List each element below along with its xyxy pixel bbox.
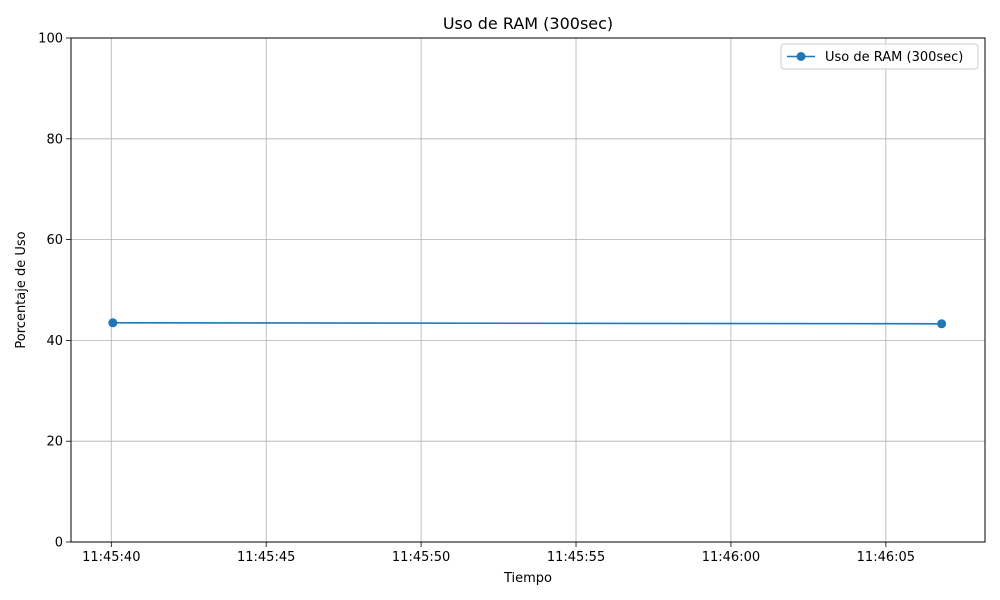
axes: 11:45:40 11:45:45 11:45:50 11:45:55 11:46:00…: [38, 32, 915, 566]
grid-lines: [71, 37, 985, 543]
y-tick-label: 20: [46, 435, 63, 450]
x-tick-label: 11:46:05: [857, 550, 915, 565]
x-tick-label: 11:45:40: [82, 550, 140, 565]
plot-area: [108, 318, 947, 329]
y-tick-label: 60: [46, 233, 63, 248]
plot-frame: [70, 37, 986, 543]
legend-marker-swatch: [796, 52, 806, 61]
data-point: [937, 319, 947, 329]
x-axis-title: Tiempo: [503, 571, 552, 586]
legend-box: [780, 43, 979, 70]
legend-label: Uso de RAM (300sec): [825, 50, 963, 65]
y-tick-label: 100: [38, 32, 63, 47]
y-tick-label: 0: [55, 536, 63, 551]
x-tick-label: 11:45:45: [237, 550, 295, 565]
y-axis-title: Porcentaje de Uso: [14, 231, 29, 348]
x-tick-label: 11:45:55: [547, 550, 605, 565]
data-point: [108, 318, 118, 328]
legend: Uso de RAM (300sec): [780, 43, 979, 70]
y-tick-label: 80: [46, 132, 63, 147]
x-tick-label: 11:46:00: [702, 550, 760, 565]
x-tick-label: 11:45:50: [392, 550, 450, 565]
y-tick-label: 40: [46, 334, 63, 349]
chart-title: Uso de RAM (300sec): [443, 14, 613, 33]
series-line: [112, 321, 942, 325]
